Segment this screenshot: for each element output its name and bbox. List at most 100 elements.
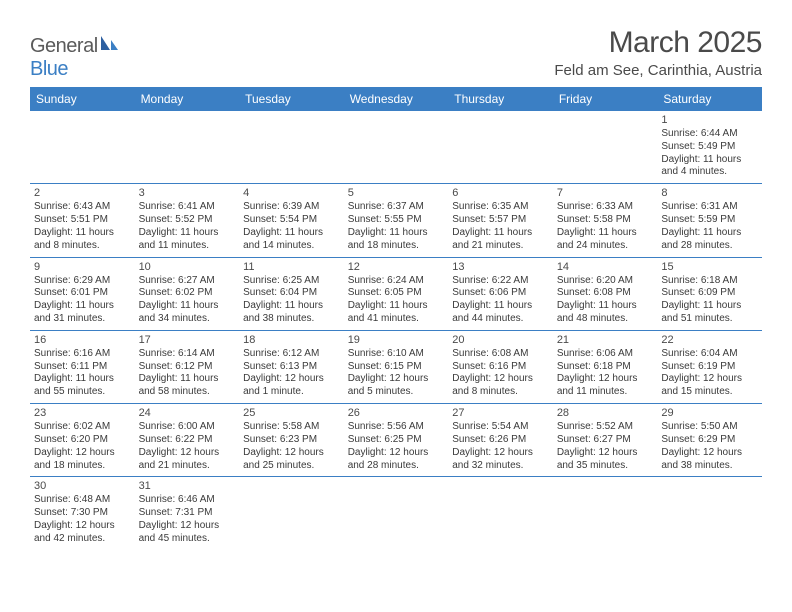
sunset-text: Sunset: 6:08 PM [557,287,654,300]
daylight-text: and 14 minutes. [243,240,340,253]
logo: GeneralBlue [30,26,119,81]
daylight-text: Daylight: 12 hours [243,373,340,386]
sunrise-text: Sunrise: 5:56 AM [348,421,445,434]
day-number: 8 [661,186,758,200]
day-number: 14 [557,260,654,274]
calendar-row: 30Sunrise: 6:48 AMSunset: 7:30 PMDayligh… [30,477,762,550]
sunrise-text: Sunrise: 5:52 AM [557,421,654,434]
sunrise-text: Sunrise: 6:18 AM [661,275,758,288]
sunrise-text: Sunrise: 6:00 AM [139,421,236,434]
day-number: 24 [139,406,236,420]
daylight-text: Daylight: 12 hours [452,373,549,386]
sunrise-text: Sunrise: 5:50 AM [661,421,758,434]
day-number: 9 [34,260,131,274]
daylight-text: and 44 minutes. [452,313,549,326]
day-number: 21 [557,333,654,347]
sunrise-text: Sunrise: 6:25 AM [243,275,340,288]
daylight-text: Daylight: 12 hours [139,520,236,533]
daylight-text: Daylight: 11 hours [557,300,654,313]
calendar-cell-empty [239,477,344,550]
daylight-text: Daylight: 11 hours [557,227,654,240]
calendar-cell: 3Sunrise: 6:41 AMSunset: 5:52 PMDaylight… [135,184,240,257]
sunrise-text: Sunrise: 6:22 AM [452,275,549,288]
daylight-text: Daylight: 11 hours [139,300,236,313]
sunrise-text: Sunrise: 6:46 AM [139,494,236,507]
daylight-text: Daylight: 12 hours [661,447,758,460]
sunrise-text: Sunrise: 6:37 AM [348,201,445,214]
daylight-text: Daylight: 12 hours [348,373,445,386]
daylight-text: and 11 minutes. [139,240,236,253]
calendar-cell: 19Sunrise: 6:10 AMSunset: 6:15 PMDayligh… [344,330,449,403]
daylight-text: and 8 minutes. [452,386,549,399]
sunrise-text: Sunrise: 6:24 AM [348,275,445,288]
day-number: 27 [452,406,549,420]
location-text: Feld am See, Carinthia, Austria [554,62,762,79]
calendar-body: 1Sunrise: 6:44 AMSunset: 5:49 PMDaylight… [30,111,762,550]
calendar-cell: 15Sunrise: 6:18 AMSunset: 6:09 PMDayligh… [657,257,762,330]
daylight-text: and 48 minutes. [557,313,654,326]
day-number: 25 [243,406,340,420]
day-number: 31 [139,479,236,493]
calendar-cell: 2Sunrise: 6:43 AMSunset: 5:51 PMDaylight… [30,184,135,257]
calendar-cell: 7Sunrise: 6:33 AMSunset: 5:58 PMDaylight… [553,184,658,257]
calendar-cell-empty [344,111,449,184]
daylight-text: and 21 minutes. [452,240,549,253]
sunrise-text: Sunrise: 6:20 AM [557,275,654,288]
sunrise-text: Sunrise: 6:44 AM [661,128,758,141]
day-number: 12 [348,260,445,274]
sunset-text: Sunset: 5:59 PM [661,214,758,227]
sunset-text: Sunset: 5:49 PM [661,141,758,154]
logo-sail-icon [99,34,119,58]
sunset-text: Sunset: 6:18 PM [557,361,654,374]
calendar-cell: 4Sunrise: 6:39 AMSunset: 5:54 PMDaylight… [239,184,344,257]
calendar-cell: 14Sunrise: 6:20 AMSunset: 6:08 PMDayligh… [553,257,658,330]
daylight-text: and 11 minutes. [557,386,654,399]
daylight-text: and 5 minutes. [348,386,445,399]
sunrise-text: Sunrise: 6:10 AM [348,348,445,361]
logo-text-general: General [30,35,98,57]
calendar-cell: 1Sunrise: 6:44 AMSunset: 5:49 PMDaylight… [657,111,762,184]
calendar-cell: 10Sunrise: 6:27 AMSunset: 6:02 PMDayligh… [135,257,240,330]
sunrise-text: Sunrise: 5:54 AM [452,421,549,434]
sunset-text: Sunset: 6:12 PM [139,361,236,374]
weekday-header: Saturday [657,87,762,111]
daylight-text: and 31 minutes. [34,313,131,326]
calendar-cell: 6Sunrise: 6:35 AMSunset: 5:57 PMDaylight… [448,184,553,257]
daylight-text: and 38 minutes. [661,460,758,473]
daylight-text: and 58 minutes. [139,386,236,399]
calendar-cell: 5Sunrise: 6:37 AMSunset: 5:55 PMDaylight… [344,184,449,257]
calendar-cell: 26Sunrise: 5:56 AMSunset: 6:25 PMDayligh… [344,404,449,477]
month-title: March 2025 [554,26,762,60]
daylight-text: and 1 minute. [243,386,340,399]
day-number: 16 [34,333,131,347]
day-number: 20 [452,333,549,347]
daylight-text: Daylight: 11 hours [452,227,549,240]
sunset-text: Sunset: 6:25 PM [348,434,445,447]
daylight-text: and 34 minutes. [139,313,236,326]
daylight-text: Daylight: 12 hours [452,447,549,460]
sunset-text: Sunset: 6:11 PM [34,361,131,374]
sunrise-text: Sunrise: 6:08 AM [452,348,549,361]
sunset-text: Sunset: 5:57 PM [452,214,549,227]
day-number: 7 [557,186,654,200]
sunrise-text: Sunrise: 6:41 AM [139,201,236,214]
day-number: 6 [452,186,549,200]
calendar-cell: 23Sunrise: 6:02 AMSunset: 6:20 PMDayligh… [30,404,135,477]
sunset-text: Sunset: 6:01 PM [34,287,131,300]
calendar-row: 9Sunrise: 6:29 AMSunset: 6:01 PMDaylight… [30,257,762,330]
calendar-cell-empty [448,111,553,184]
day-number: 5 [348,186,445,200]
calendar-header-row: SundayMondayTuesdayWednesdayThursdayFrid… [30,87,762,111]
sunrise-text: Sunrise: 6:14 AM [139,348,236,361]
calendar-cell-empty [657,477,762,550]
day-number: 3 [139,186,236,200]
sunset-text: Sunset: 6:22 PM [139,434,236,447]
sunset-text: Sunset: 6:06 PM [452,287,549,300]
daylight-text: and 18 minutes. [348,240,445,253]
sunset-text: Sunset: 5:52 PM [139,214,236,227]
day-number: 11 [243,260,340,274]
daylight-text: Daylight: 12 hours [34,447,131,460]
day-number: 2 [34,186,131,200]
daylight-text: and 24 minutes. [557,240,654,253]
sunset-text: Sunset: 6:05 PM [348,287,445,300]
